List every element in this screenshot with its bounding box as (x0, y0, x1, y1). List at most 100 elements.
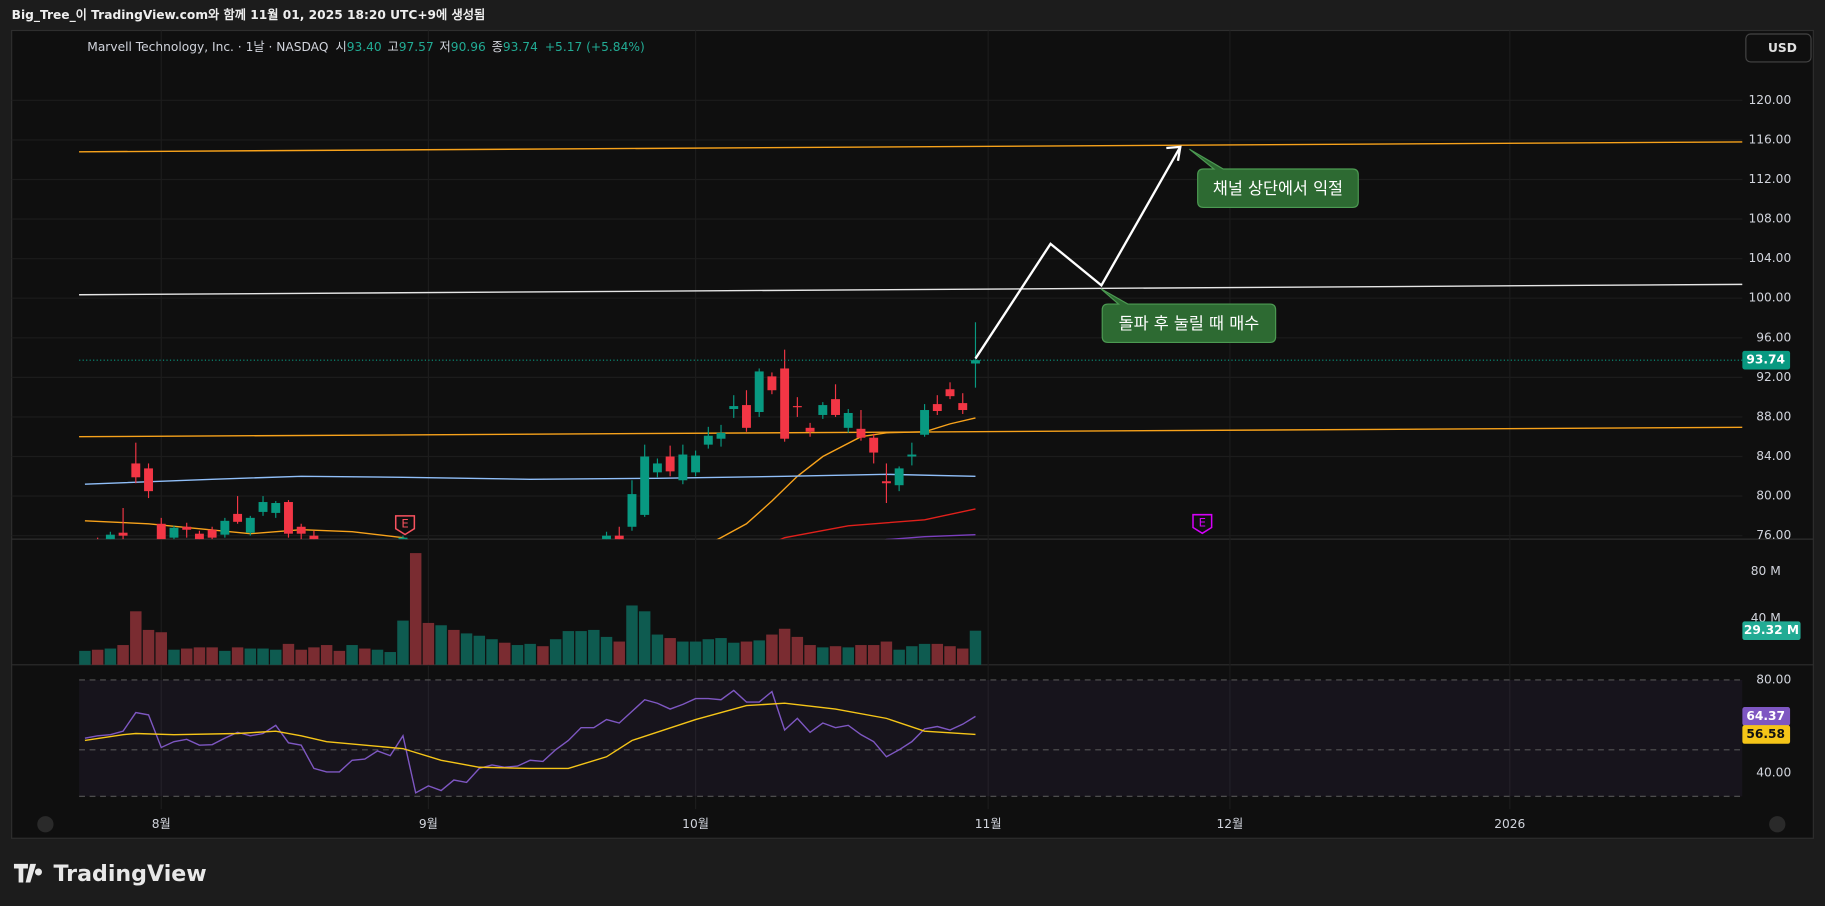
y-tick-label: 112.00 (1748, 172, 1791, 186)
candle-body (920, 410, 930, 435)
volume-pane (79, 553, 982, 665)
x-tick-label: 11월 (975, 817, 1002, 831)
candle-body (894, 468, 904, 486)
volume-badge (1742, 621, 1801, 641)
x-tick-label: 12월 (1217, 817, 1244, 831)
y-tick-label: 76.00 (1756, 528, 1791, 542)
volume-bar (295, 649, 307, 665)
volume-tick-label: 80 M (1751, 564, 1781, 578)
candle-body (971, 360, 980, 364)
candle-body (144, 468, 153, 492)
callout-box (1100, 288, 1277, 344)
volume-bar (842, 647, 854, 665)
volume-bar (346, 645, 358, 665)
volume-bar (728, 642, 740, 665)
candle-body (767, 376, 777, 391)
candle-body (703, 435, 713, 445)
volume-bar (906, 646, 918, 665)
y-tick-label: 116.00 (1748, 132, 1791, 146)
volume-bar (791, 636, 804, 665)
candle-body (945, 389, 955, 397)
legend-line: Marvell Technology, Inc. · 1날 · NASDAQ 시9… (87, 39, 644, 53)
ohlc-prefix: 저 (440, 39, 451, 53)
candle-body (932, 404, 942, 412)
candle-body (869, 437, 879, 453)
volume-bar (753, 640, 765, 665)
volume-bar (270, 649, 282, 665)
volume-bar (613, 641, 625, 665)
volume-bar (944, 646, 956, 665)
candle-body (220, 520, 230, 535)
candle-body (207, 529, 217, 538)
candle-body (856, 428, 866, 438)
x-tick-label: 8월 (152, 817, 171, 831)
volume-bar (524, 643, 536, 665)
moving-average (84, 417, 976, 540)
volume-bar (957, 648, 969, 665)
candle-body (907, 454, 917, 457)
volume-bar (168, 649, 180, 665)
callout-text: 돌파 후 눌릴 때 매수 (1119, 314, 1260, 333)
candle-body (729, 406, 739, 410)
candle-body (627, 494, 637, 527)
y-tick-label: 92.00 (1756, 370, 1791, 384)
volume-bar (486, 639, 498, 665)
volume-bar (435, 625, 447, 665)
candle-body (780, 368, 790, 439)
y-tick-label: 108.00 (1748, 212, 1791, 226)
moving-average (779, 508, 976, 540)
volume-bar (575, 631, 587, 665)
rsi-band (79, 679, 1743, 797)
candle-body (958, 403, 968, 411)
candle-body (843, 412, 853, 428)
callout-text: 채널 상단에서 익절 (1213, 179, 1343, 198)
logo-icon (13, 863, 42, 883)
volume-bar (206, 647, 218, 665)
candle-body (182, 526, 192, 530)
currency[interactable]: USD (1768, 41, 1797, 55)
volume-bar (460, 633, 473, 665)
earnings-label: E (1199, 515, 1206, 529)
y-tick-label: 96.00 (1756, 330, 1791, 344)
volume-badge-label: 29.32 M (1744, 623, 1799, 637)
candle-body (258, 502, 268, 512)
volume-bar (537, 646, 549, 665)
volume-bar (702, 639, 715, 665)
overlay: 8월 9월 10월 11월 12월 2026 76.00 80.00 84.00 88.00 92.… (152, 93, 1801, 831)
price-pane (79, 141, 1743, 540)
volume-bar (715, 638, 727, 665)
volume-bar (104, 648, 117, 665)
symbol: Marvell Technology, Inc. · 1날 · NASDAQ (87, 39, 328, 53)
ohlc-prefix: 고 (388, 39, 399, 53)
volume-bar (880, 641, 893, 665)
candle-body (194, 533, 204, 540)
volume-bar (308, 647, 320, 665)
candle-body (131, 463, 141, 478)
volume-bar (499, 642, 511, 665)
ohlc-value: 93.40 (347, 39, 382, 53)
x-tick-label: 9월 (419, 817, 438, 831)
chart-frame (11, 29, 1814, 839)
volume-bar (689, 641, 702, 665)
candle-body (118, 532, 128, 536)
trend-line (79, 426, 1743, 438)
candle-body (678, 454, 688, 481)
zoom-button[interactable] (37, 816, 54, 833)
volume-bar (626, 605, 638, 665)
auto-button[interactable] (1769, 816, 1786, 833)
volume-bar (448, 629, 460, 665)
arrow (974, 146, 1182, 360)
volume-tick-label: 40 M (1751, 611, 1781, 625)
volume-bar (855, 645, 867, 665)
volume-bar (91, 649, 104, 665)
volume-bar (893, 649, 905, 665)
volume-bar (193, 647, 206, 665)
trend-line (79, 141, 1743, 153)
candle-body (716, 432, 726, 439)
volume-bar (677, 641, 689, 665)
volume-bar (231, 647, 244, 665)
volume-bar (740, 641, 753, 665)
ohlc-prefix: 종 (492, 39, 503, 53)
currency-button[interactable] (1745, 33, 1812, 63)
